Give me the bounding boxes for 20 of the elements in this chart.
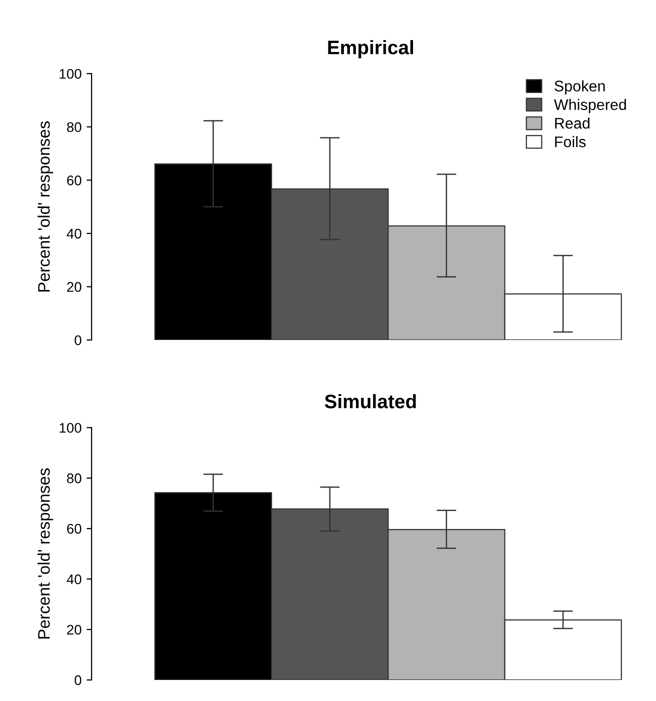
legend-label: Foils: [555, 136, 586, 148]
chart-title: Simulated: [324, 394, 416, 408]
chart-title: Empirical: [328, 40, 414, 58]
y-tick-label: 60: [67, 175, 82, 186]
y-tick-label: 20: [67, 624, 82, 635]
y-tick-label: 100: [60, 422, 82, 433]
y-tick-label: 100: [60, 68, 82, 79]
y-tick-label: 80: [67, 122, 82, 132]
legend-label: Read: [555, 117, 590, 129]
y-axis-title: Percent 'old' responses: [38, 121, 54, 292]
y-tick-label: 20: [67, 282, 82, 292]
y-tick-label: 40: [66, 574, 82, 584]
legend-label: Whispered: [554, 98, 626, 114]
y-tick-label: 80: [67, 473, 82, 484]
y-tick-label: 60: [67, 524, 82, 534]
y-axis-title: Percent 'old' responses: [38, 468, 54, 639]
y-tick-label: 40: [66, 228, 82, 239]
legend-label: Spoken: [554, 80, 605, 94]
y-tick-label: 0: [74, 335, 82, 346]
y-tick-label: 0: [74, 675, 82, 686]
